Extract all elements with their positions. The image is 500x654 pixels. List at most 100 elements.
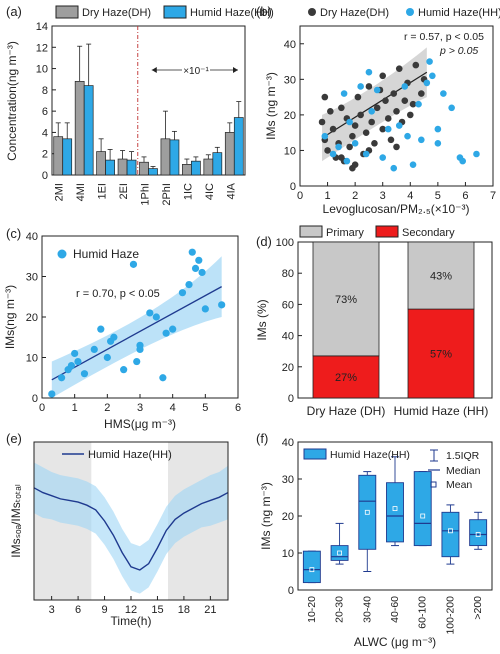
scatter-point xyxy=(110,333,118,341)
x-category-label: 4IA xyxy=(225,182,237,199)
y-tick-label: 0 xyxy=(290,181,296,193)
y-tick-label: 30 xyxy=(26,272,38,284)
scatter-point xyxy=(178,289,187,297)
scatter-point-dry xyxy=(338,154,345,161)
y-tick-label: 0 xyxy=(288,585,294,597)
x-tick-label: 4 xyxy=(407,190,413,202)
scatter-point-humid xyxy=(434,125,442,133)
scatter-point xyxy=(67,362,75,370)
series-line xyxy=(33,487,229,571)
bar xyxy=(203,158,214,176)
x-tick-label: 0 xyxy=(297,190,303,202)
scatter-point-dry xyxy=(354,93,362,101)
scatter-point xyxy=(185,281,193,289)
y-tick-label: 0 xyxy=(42,170,48,182)
scatter-point xyxy=(133,357,141,366)
scatter-point xyxy=(71,349,79,358)
bar xyxy=(117,158,128,176)
annotation-bg xyxy=(182,63,210,77)
box xyxy=(358,474,377,550)
panel-label: (f) xyxy=(256,431,268,446)
bar-primary xyxy=(312,241,380,357)
x-tick-label: 6 xyxy=(462,190,468,202)
scatter-point-dry xyxy=(395,65,403,72)
plot-frame xyxy=(299,25,494,187)
x-category-label: Humid Haze (HH) xyxy=(394,404,489,418)
x-category-label: 1IC xyxy=(182,183,194,200)
bar xyxy=(53,136,64,176)
x-category-label: 2PhI xyxy=(161,183,173,206)
legend-label: Dry Haze(DH) xyxy=(320,7,389,19)
y-tick-label: 10 xyxy=(284,145,296,157)
bar-value-label: 73% xyxy=(335,294,357,306)
bar-primary xyxy=(407,241,475,310)
scatter-point-dry xyxy=(379,125,387,133)
x-category-label: 1EI xyxy=(97,183,109,200)
x-category-label: 30-40 xyxy=(361,596,373,623)
stat-annotation: p > 0.05 xyxy=(439,45,478,57)
scatter-point-dry xyxy=(393,108,400,115)
y-tick-label: 20 xyxy=(282,362,294,374)
scatter-point xyxy=(97,325,105,333)
scatter-point-humid xyxy=(340,90,348,97)
scatter-point-humid xyxy=(415,100,422,108)
scatter-point-dry xyxy=(387,136,395,144)
scatter-point xyxy=(162,329,170,337)
y-tick-label: 10 xyxy=(282,548,294,560)
panel-label: (c) xyxy=(6,226,21,241)
scatter-point xyxy=(74,357,82,366)
x-category-label: 4IC xyxy=(204,183,216,200)
scatter-point xyxy=(103,353,111,362)
box xyxy=(413,471,432,547)
scatter-point xyxy=(58,374,66,382)
scatter-point-dry xyxy=(401,97,409,104)
scatter-point-dry xyxy=(349,132,356,140)
x-tick-label: 2 xyxy=(352,190,358,202)
y-tick-label: 40 xyxy=(26,231,38,243)
x-axis-label: Time(h) xyxy=(111,614,152,628)
scatter-point-humid xyxy=(440,90,447,97)
bar-value-label: 57% xyxy=(430,349,452,361)
y-tick-label: 80 xyxy=(282,268,294,280)
box xyxy=(330,545,349,561)
mean-marker xyxy=(337,550,342,556)
x-tick-label: 1 xyxy=(325,190,331,202)
scatter-point-dry xyxy=(338,104,345,112)
legend-label: Mean xyxy=(446,479,472,491)
x-tick-label: 2 xyxy=(104,402,110,414)
x-tick-label: 9 xyxy=(101,604,107,616)
scatter-point xyxy=(195,256,203,264)
mean-marker xyxy=(475,532,481,537)
scatter-point-humid xyxy=(401,83,409,90)
y-tick-label: 100 xyxy=(276,237,294,249)
scatter-point-dry xyxy=(379,72,387,80)
arrow-head xyxy=(151,67,157,73)
y-tick-label: 2 xyxy=(42,149,48,161)
scatter-point-humid xyxy=(357,83,364,90)
scatter-point-dry xyxy=(351,122,359,129)
legend-label: Humid Haze(HH) xyxy=(330,449,410,461)
legend-swatch-humid xyxy=(163,5,187,19)
panel-label: (b) xyxy=(256,4,272,19)
scatter-point-humid xyxy=(321,132,329,140)
legend-label: Median xyxy=(446,465,481,477)
bar-value-label: 43% xyxy=(430,271,452,283)
x-category-label: 100-200 xyxy=(444,596,456,635)
legend-label: Humid Haze(HH) xyxy=(190,7,274,19)
scatter-point-dry xyxy=(318,118,326,126)
y-axis-label: IMs(ng m⁻³) xyxy=(3,285,17,349)
scatter-point-humid xyxy=(390,164,398,172)
x-category-label: >200 xyxy=(472,596,484,620)
scatter-point xyxy=(152,313,160,321)
legend-dot xyxy=(57,249,67,259)
bar xyxy=(224,132,235,176)
x-category-label: 60-100 xyxy=(417,596,429,629)
y-axis-label: IMs (ng m⁻³) xyxy=(259,482,273,550)
scatter-point-dry xyxy=(390,90,398,97)
scatter-point-dry xyxy=(349,164,356,172)
y-tick-label: 8 xyxy=(42,85,48,97)
y-tick-label: 6 xyxy=(42,106,48,118)
panel-label: (d) xyxy=(256,234,272,249)
x-tick-label: 15 xyxy=(151,604,163,616)
y-tick-label: 30 xyxy=(284,74,296,86)
